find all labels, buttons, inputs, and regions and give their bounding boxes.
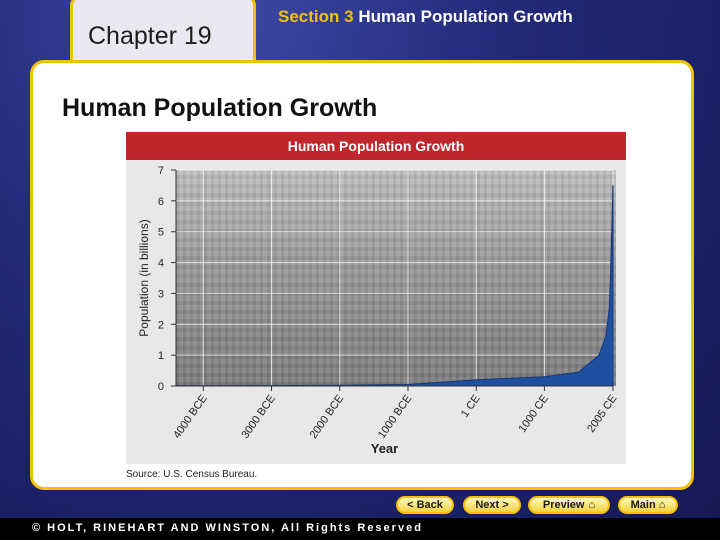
preview-label: Preview xyxy=(542,499,585,511)
x-tick-label: 1 CE xyxy=(459,393,483,420)
chart-source: Source: U.S. Census Bureau. xyxy=(126,469,258,480)
population-area xyxy=(175,185,614,387)
x-tick-label: 2000 BCE xyxy=(308,393,347,441)
main-button[interactable]: Main ⌂ xyxy=(618,496,678,514)
chapter-label: Chapter 19 xyxy=(88,22,212,50)
next-button[interactable]: Next > xyxy=(463,496,521,514)
section-number: Section 3 xyxy=(278,7,354,26)
crowd-photo-background xyxy=(176,170,616,386)
slide-title: Human Population Growth xyxy=(62,94,378,122)
x-tick-label: 2005 CE xyxy=(585,393,619,435)
preview-button[interactable]: Preview ⌂ xyxy=(528,496,610,514)
copyright-text: © HOLT, RINEHART AND WINSTON, All Rights… xyxy=(32,522,423,534)
y-tick-label: 2 xyxy=(158,319,164,331)
footer-bar xyxy=(0,518,720,540)
y-tick-label: 0 xyxy=(158,381,164,393)
home-icon: ⌂ xyxy=(658,499,666,511)
population-chart: 0 1 2 3 4 5 6 7 4000 BCE 3000 BCE 2000 BCE 1000 BCE… xyxy=(137,165,619,456)
y-tick-label: 5 xyxy=(158,227,164,239)
x-tick-label: 1000 CE xyxy=(517,393,551,435)
y-tick-label: 6 xyxy=(158,196,164,208)
y-tick-label: 4 xyxy=(158,258,164,270)
home-icon: ⌂ xyxy=(588,499,596,511)
section-name: Human Population Growth xyxy=(358,7,573,26)
section-title: Section 3 Human Population Growth xyxy=(278,6,578,28)
y-axis-label: Population (in billions) xyxy=(137,219,151,336)
y-tick-label: 7 xyxy=(158,165,164,177)
chart-frame: Human Population Growth xyxy=(126,132,626,464)
x-tick-label: 4000 BCE xyxy=(171,393,210,441)
x-tick-label: 3000 BCE xyxy=(239,393,278,441)
chart-title: Human Population Growth xyxy=(287,138,465,154)
y-tick-label: 1 xyxy=(158,350,164,362)
main-label: Main xyxy=(630,499,656,511)
chart-header-bar xyxy=(126,132,626,160)
x-axis-label: Year xyxy=(371,441,398,456)
x-tick-label: 1000 BCE xyxy=(376,393,415,441)
y-tick-label: 3 xyxy=(158,288,164,300)
back-button[interactable]: < Back xyxy=(396,496,454,514)
